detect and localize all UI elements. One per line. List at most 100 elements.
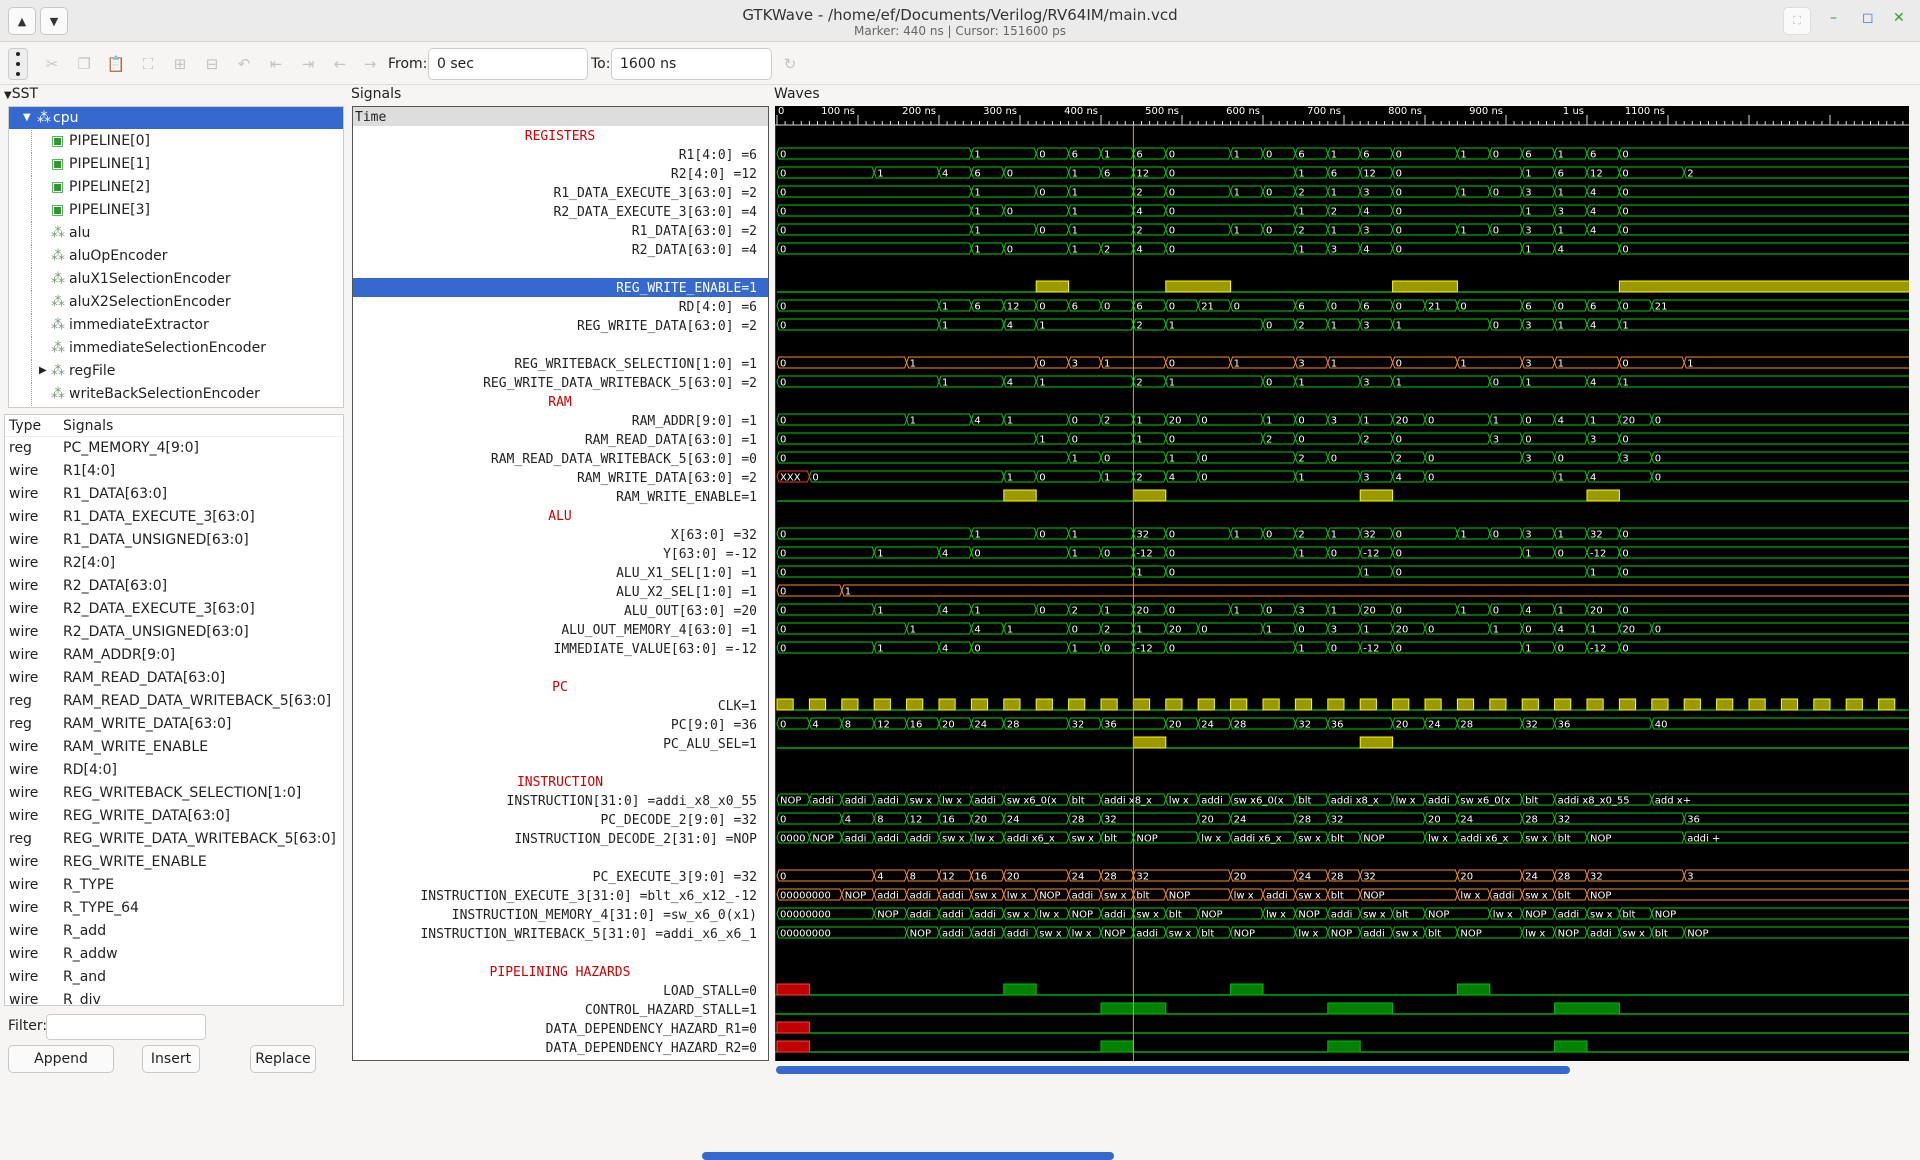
signal-list-row[interactable]: wire R1[4:0] bbox=[5, 460, 343, 483]
zoom-in-icon[interactable]: ⊞ bbox=[173, 55, 187, 73]
prev-icon[interactable]: ← bbox=[333, 55, 347, 73]
signal-name[interactable]: ALU_X1_SEL[1:0] =1 bbox=[616, 566, 757, 581]
signal-name[interactable]: REG_WRITE_DATA_WRITEBACK_5[63:0] =2 bbox=[483, 376, 757, 391]
signal-list-row[interactable]: wire RAM_READ_DATA[63:0] bbox=[5, 667, 343, 690]
signal-name[interactable]: RD[4:0] =6 bbox=[679, 300, 757, 315]
tree-item-immediateselectionencoder[interactable]: ⁂ immediateSelectionEncoder bbox=[9, 337, 343, 360]
signal-name[interactable]: ALU_OUT_MEMORY_4[63:0] =1 bbox=[561, 623, 757, 638]
tree-item-alu[interactable]: ⁂ alu bbox=[9, 222, 343, 245]
signal-list-row[interactable]: wire R1_DATA[63:0] bbox=[5, 483, 343, 506]
signal-list-row[interactable]: wire R_add bbox=[5, 920, 343, 943]
signal-list-row[interactable]: wire R1_DATA_UNSIGNED[63:0] bbox=[5, 529, 343, 552]
signal-name[interactable]: Y[63:0] =-12 bbox=[663, 547, 757, 562]
close-icon[interactable]: ✕ bbox=[1893, 10, 1905, 26]
signal-list-row[interactable]: wire R_and bbox=[5, 966, 343, 989]
signal-name[interactable]: REG_WRITE_DATA[63:0] =2 bbox=[577, 319, 757, 334]
signal-list-row[interactable]: wire R_TYPE_64 bbox=[5, 897, 343, 920]
signal-name[interactable]: REG_WRITE_ENABLE=1 bbox=[616, 281, 757, 296]
tree-item-pipeline-0[interactable]: ▣ PIPELINE[0] bbox=[9, 130, 343, 153]
cut-icon[interactable]: ✂ bbox=[45, 55, 59, 73]
paste-icon[interactable]: 📋 bbox=[106, 55, 126, 73]
signal-name[interactable]: R2_DATA[63:0] =4 bbox=[632, 243, 757, 258]
zoom-fit-icon[interactable]: ⛶ bbox=[142, 55, 154, 73]
waves-scrollbar[interactable] bbox=[776, 1066, 1570, 1074]
signal-name[interactable]: INSTRUCTION[31:0] =addi_x8_x0_55 bbox=[507, 794, 757, 809]
signal-list-row[interactable]: reg PC_MEMORY_4[9:0] bbox=[5, 437, 343, 460]
signal-list-row[interactable]: wire R_TYPE bbox=[5, 874, 343, 897]
signal-list-row[interactable]: wire RD[4:0] bbox=[5, 759, 343, 782]
signal-list-row[interactable]: wire R_addw bbox=[5, 943, 343, 966]
signal-name[interactable]: LOAD_STALL=0 bbox=[663, 984, 757, 999]
signal-name[interactable]: RAM_READ_DATA[63:0] =1 bbox=[585, 433, 757, 448]
tree-item-pipeline-1[interactable]: ▣ PIPELINE[1] bbox=[9, 153, 343, 176]
minimize-icon[interactable]: – bbox=[1830, 10, 1837, 26]
replace-button[interactable]: Replace bbox=[250, 1045, 316, 1073]
signal-name[interactable]: R1[4:0] =6 bbox=[679, 148, 757, 163]
signal-name[interactable]: DATA_DEPENDENCY_HAZARD_R2=0 bbox=[546, 1041, 757, 1056]
signal-name[interactable]: PC_ALU_SEL=1 bbox=[663, 737, 757, 752]
signal-name[interactable]: ALU_X2_SEL[1:0] =1 bbox=[616, 585, 757, 600]
signal-name[interactable]: IMMEDIATE_VALUE[63:0] =-12 bbox=[554, 642, 758, 657]
menu-icon[interactable] bbox=[8, 48, 28, 80]
signal-name[interactable]: PC[9:0] =36 bbox=[671, 718, 757, 733]
signal-list-row[interactable]: wire R2_DATA_EXECUTE_3[63:0] bbox=[5, 598, 343, 621]
append-button[interactable]: Append bbox=[8, 1045, 114, 1073]
signal-list-row[interactable]: wire REG_WRITE_ENABLE bbox=[5, 851, 343, 874]
signal-name[interactable]: INSTRUCTION_EXECUTE_3[31:0] =blt_x6_x12_… bbox=[420, 889, 757, 904]
tree-item-alux1selectionencoder[interactable]: ⁂ aluX1SelectionEncoder bbox=[9, 268, 343, 291]
signal-list-row[interactable]: wire R1_DATA_EXECUTE_3[63:0] bbox=[5, 506, 343, 529]
expander-icon[interactable]: ▶ bbox=[39, 365, 47, 376]
signal-name[interactable]: RAM_READ_DATA_WRITEBACK_5[63:0] =0 bbox=[491, 452, 757, 467]
section-header[interactable]: RAM bbox=[548, 395, 572, 410]
signal-name[interactable]: R2_DATA_EXECUTE_3[63:0] =4 bbox=[554, 205, 758, 220]
signal-name[interactable]: DATA_DEPENDENCY_HAZARD_R1=0 bbox=[546, 1022, 757, 1037]
signal-name[interactable]: CONTROL_HAZARD_STALL=1 bbox=[585, 1003, 757, 1018]
tree-item-immediateextractor[interactable]: ⁂ immediateExtractor bbox=[9, 314, 343, 337]
next-icon[interactable]: → bbox=[363, 55, 377, 73]
signal-list-row[interactable]: wire R2_DATA_UNSIGNED[63:0] bbox=[5, 621, 343, 644]
signal-name[interactable]: INSTRUCTION_DECODE_2[31:0] =NOP bbox=[514, 832, 757, 847]
tree-item-cpu[interactable]: ▼ ⁂ cpu bbox=[9, 107, 343, 129]
signal-name[interactable]: PC_DECODE_2[9:0] =32 bbox=[600, 813, 757, 828]
from-input[interactable] bbox=[428, 48, 588, 80]
expander-icon[interactable]: ▼ bbox=[23, 112, 31, 123]
signal-name[interactable]: R1_DATA_EXECUTE_3[63:0] =2 bbox=[554, 186, 758, 201]
signal-name[interactable]: INSTRUCTION_WRITEBACK_5[31:0] =addi_x6_x… bbox=[420, 927, 757, 942]
signal-list-row[interactable]: wire REG_WRITE_DATA[63:0] bbox=[5, 805, 343, 828]
tree-item-alux2selectionencoder[interactable]: ⁂ aluX2SelectionEncoder bbox=[9, 291, 343, 314]
signal-list-row[interactable]: wire R2_DATA[63:0] bbox=[5, 575, 343, 598]
tree-item-pipeline-3[interactable]: ▣ PIPELINE[3] bbox=[9, 199, 343, 222]
signal-name[interactable]: R2[4:0] =12 bbox=[671, 167, 757, 182]
undo-icon[interactable]: ↶ bbox=[237, 55, 251, 73]
tree-item-writebackselectionencoder[interactable]: ⁂ writeBackSelectionEncoder bbox=[9, 383, 343, 406]
signal-name[interactable]: INSTRUCTION_MEMORY_4[31:0] =sw_x6_0(x1) bbox=[452, 908, 757, 923]
signal-list-row[interactable]: wire R2[4:0] bbox=[5, 552, 343, 575]
tree-item-regfile[interactable]: ⁂ ▶ regFile bbox=[9, 360, 343, 383]
signal-name[interactable]: REG_WRITEBACK_SELECTION[1:0] =1 bbox=[514, 357, 757, 372]
section-header[interactable]: PIPELINING HAZARDS bbox=[490, 965, 631, 980]
signal-name[interactable]: RAM_WRITE_DATA[63:0] =2 bbox=[577, 471, 757, 486]
copy-icon[interactable]: ❐ bbox=[77, 55, 91, 73]
scroll-up-icon[interactable]: ▲ bbox=[8, 7, 36, 35]
signal-list-row[interactable]: wire R_div bbox=[5, 989, 343, 1005]
zoom-out-icon[interactable]: ⊟ bbox=[205, 55, 219, 73]
signals-scrollbar[interactable] bbox=[702, 1152, 1114, 1160]
signal-name[interactable]: RAM_ADDR[9:0] =1 bbox=[632, 414, 757, 429]
signal-list-row[interactable]: reg RAM_READ_DATA_WRITEBACK_5[63:0] bbox=[5, 690, 343, 713]
signal-name[interactable]: R1_DATA[63:0] =2 bbox=[632, 224, 757, 239]
menu-dropdown-icon[interactable]: ▼ bbox=[40, 7, 68, 35]
signal-list-row[interactable]: wire REG_WRITEBACK_SELECTION[1:0] bbox=[5, 782, 343, 805]
insert-button[interactable]: Insert bbox=[142, 1045, 200, 1073]
signal-list-row[interactable]: wire RAM_ADDR[9:0] bbox=[5, 644, 343, 667]
fullscreen-icon[interactable]: ⛶ bbox=[1783, 7, 1811, 35]
signal-name[interactable]: PC_EXECUTE_3[9:0] =32 bbox=[593, 870, 757, 885]
signal-name[interactable]: CLK=1 bbox=[718, 699, 757, 714]
signal-list-row[interactable]: wire RAM_WRITE_ENABLE bbox=[5, 736, 343, 759]
to-input[interactable] bbox=[611, 48, 772, 80]
expander-icon[interactable]: ▼ bbox=[4, 90, 12, 101]
signal-name[interactable]: X[63:0] =32 bbox=[671, 528, 757, 543]
signal-name[interactable]: RAM_WRITE_ENABLE=1 bbox=[616, 490, 757, 505]
section-header[interactable]: REGISTERS bbox=[525, 129, 595, 144]
reload-icon[interactable]: ↻ bbox=[783, 55, 797, 73]
signal-list-row[interactable]: reg RAM_WRITE_DATA[63:0] bbox=[5, 713, 343, 736]
